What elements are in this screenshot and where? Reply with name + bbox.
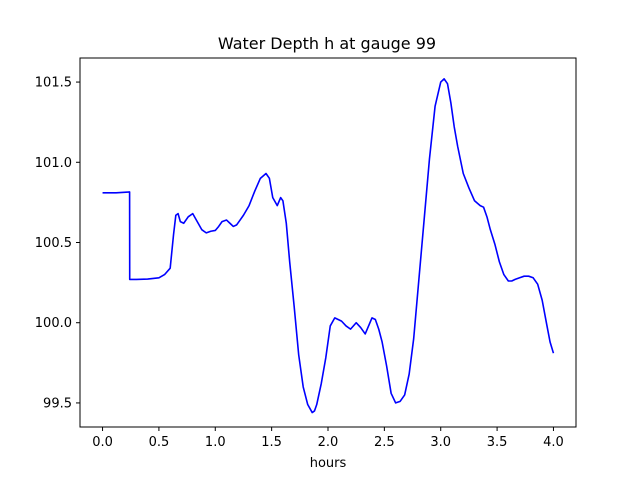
x-tick-label: 3.5 [487, 435, 508, 450]
series-line-0 [102, 78, 555, 414]
y-tick-label: 101.0 [35, 156, 72, 171]
y-tick-label: 99.5 [43, 396, 72, 411]
x-tick-label: 3.0 [430, 435, 451, 450]
x-tick-label: 0.0 [92, 435, 113, 450]
x-axis-ticks: 0.0 0.5 1.0 1.5 2.0 2.5 3.0 3.5 4.0 [92, 427, 564, 450]
x-tick-label: 1.5 [261, 435, 282, 450]
x-tick-label: 2.0 [318, 435, 339, 450]
y-axis-ticks: 99.5 100.0 100.5 101.0 101.5 [35, 76, 80, 411]
y-tick-label: 100.0 [35, 316, 72, 331]
chart-title: Water Depth h at gauge 99 [218, 34, 436, 53]
y-tick-label: 100.5 [35, 236, 72, 251]
y-tick-label: 101.5 [35, 76, 72, 91]
x-axis-label: hours [310, 456, 347, 471]
series-layer [102, 78, 555, 414]
x-tick-label: 1.0 [205, 435, 226, 450]
plot-frame [79, 57, 577, 428]
x-tick-label: 4.0 [543, 435, 564, 450]
x-tick-label: 2.5 [374, 435, 395, 450]
x-tick-label: 0.5 [149, 435, 170, 450]
